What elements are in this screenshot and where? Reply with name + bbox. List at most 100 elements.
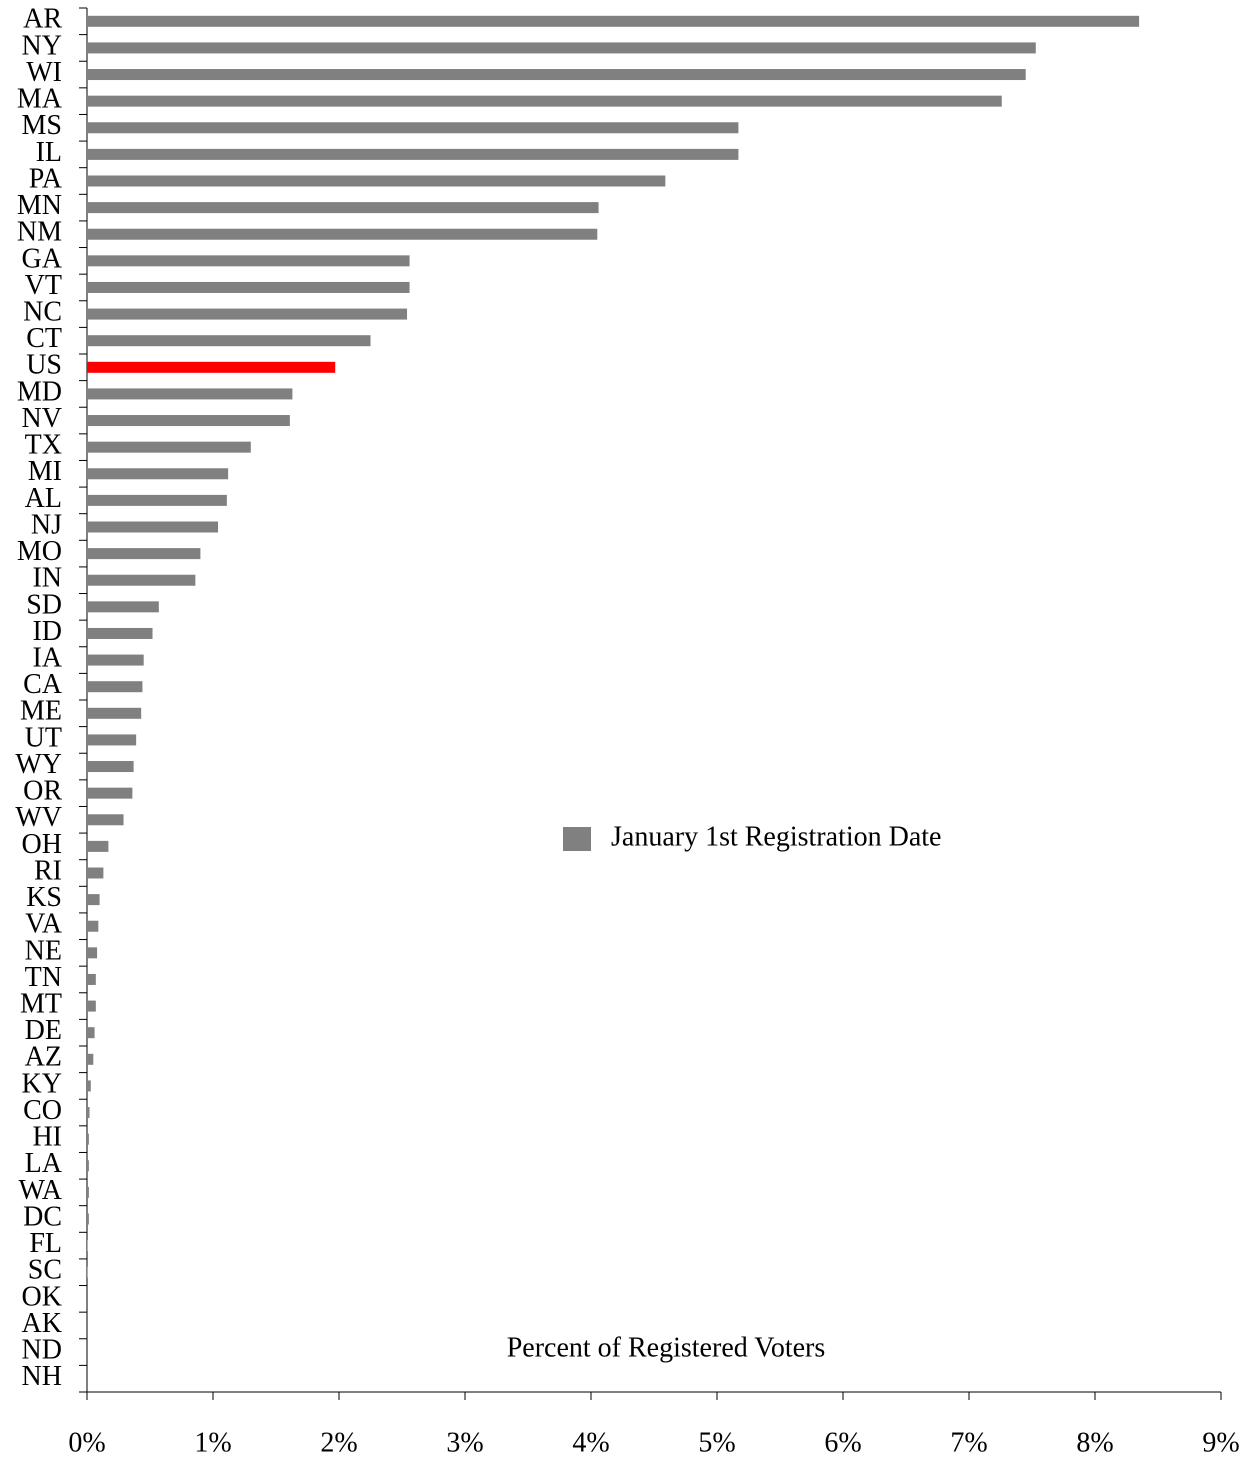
bar <box>87 1107 90 1119</box>
y-tick-label: TX <box>25 430 62 461</box>
legend-swatch <box>563 827 591 851</box>
bar <box>87 894 100 906</box>
y-tick-label: SC <box>28 1255 62 1286</box>
y-tick-label: NH <box>22 1361 62 1392</box>
bar <box>87 601 159 613</box>
bar <box>87 122 739 134</box>
y-tick-label: OH <box>22 829 62 860</box>
bar <box>87 415 290 427</box>
bar <box>87 627 153 639</box>
bar <box>87 867 104 879</box>
y-tick-label: LA <box>25 1148 63 1179</box>
y-tick-label: UT <box>25 722 62 753</box>
bar <box>87 1266 88 1278</box>
y-tick-label: CA <box>23 669 63 700</box>
bar <box>87 148 739 160</box>
y-tick-label: IA <box>32 642 62 673</box>
y-tick-label: ND <box>22 1334 62 1365</box>
bar <box>87 1186 89 1198</box>
x-tick-label: 7% <box>950 1427 987 1458</box>
bar <box>87 1027 95 1039</box>
y-tick-label: AZ <box>25 1042 62 1073</box>
y-tick-label: CT <box>26 323 62 354</box>
x-tick-label: 5% <box>698 1427 735 1458</box>
x-axis-title: Percent of Registered Voters <box>507 1332 826 1363</box>
bar <box>87 761 134 773</box>
y-tick-label: IL <box>36 137 62 168</box>
y-tick-label: FL <box>29 1228 62 1259</box>
y-tick-label: DC <box>23 1201 62 1232</box>
bar <box>87 654 144 666</box>
y-tick-label: MI <box>28 456 62 487</box>
y-tick-label: MN <box>17 190 62 221</box>
y-tick-label: WI <box>26 57 62 88</box>
bar <box>87 521 219 533</box>
y-tick-label: IN <box>32 563 62 594</box>
bar <box>87 308 408 320</box>
y-tick-label: MT <box>20 988 62 1019</box>
bar <box>87 734 137 746</box>
bar <box>87 335 371 347</box>
y-tick-label: MD <box>17 376 62 407</box>
bar <box>87 361 336 373</box>
x-tick-label: 6% <box>824 1427 861 1458</box>
y-tick-label: ME <box>20 696 62 727</box>
y-tick-label: RI <box>34 855 62 886</box>
x-tick-label: 8% <box>1076 1427 1113 1458</box>
y-tick-label: KY <box>22 1068 62 1099</box>
bar <box>87 840 109 852</box>
bar <box>87 548 201 560</box>
y-tick-label: VA <box>25 909 63 940</box>
bar <box>87 973 96 985</box>
y-tick-label: OR <box>23 776 62 807</box>
y-tick-label: ID <box>32 616 62 647</box>
x-tick-label: 0% <box>68 1427 105 1458</box>
bar <box>87 228 598 240</box>
y-tick-label: PA <box>29 163 63 194</box>
y-tick-label: AR <box>23 4 62 35</box>
bar <box>87 707 142 719</box>
bar <box>87 1160 89 1172</box>
y-tick-label: NV <box>22 403 62 434</box>
y-tick-label: NC <box>23 296 62 327</box>
y-tick-label: AL <box>25 483 62 514</box>
bar <box>87 69 1026 81</box>
bar <box>87 1240 88 1252</box>
y-tick-label: NM <box>17 217 62 248</box>
y-tick-label: NJ <box>31 509 62 540</box>
y-tick-label: GA <box>22 243 63 274</box>
bar <box>87 574 196 586</box>
y-tick-label: KS <box>26 882 62 913</box>
bar <box>87 95 1002 107</box>
bar <box>87 814 124 826</box>
bar <box>87 681 143 693</box>
bar <box>87 494 227 506</box>
y-tick-label: AK <box>22 1308 62 1339</box>
bar <box>87 947 98 959</box>
y-tick-label: NY <box>22 30 62 61</box>
y-tick-label: WA <box>18 1175 62 1206</box>
bar <box>87 1213 89 1225</box>
y-tick-label: HI <box>32 1122 62 1153</box>
x-tick-label: 1% <box>194 1427 231 1458</box>
bar <box>87 1133 89 1145</box>
bar <box>87 175 666 187</box>
bar <box>87 202 599 214</box>
y-tick-label: US <box>26 350 62 381</box>
legend-label: January 1st Registration Date <box>611 821 941 852</box>
bar <box>87 787 133 799</box>
y-tick-label: VT <box>25 270 62 301</box>
y-tick-label: MS <box>22 110 62 141</box>
y-tick-label: SD <box>26 589 62 620</box>
bar <box>87 920 99 932</box>
y-tick-label: MO <box>17 536 62 567</box>
bar <box>87 441 251 453</box>
y-tick-label: TN <box>25 962 62 993</box>
bar <box>87 1000 96 1012</box>
bar <box>87 15 1140 27</box>
bar <box>87 281 410 293</box>
x-tick-label: 3% <box>446 1427 483 1458</box>
y-tick-label: DE <box>25 1015 62 1046</box>
y-tick-label: WY <box>15 749 62 780</box>
x-tick-label: 2% <box>320 1427 357 1458</box>
